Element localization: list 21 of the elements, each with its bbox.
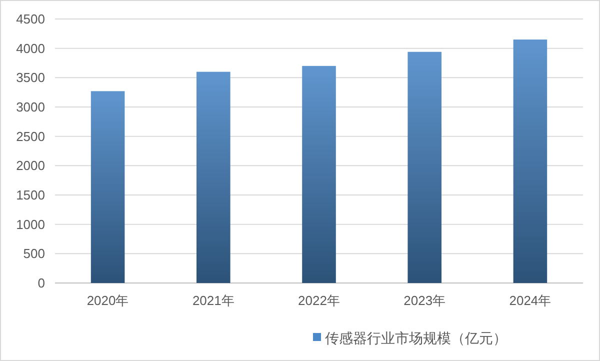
bar bbox=[196, 72, 230, 283]
y-tick-label: 2000 bbox=[16, 158, 45, 174]
bar bbox=[513, 40, 548, 283]
y-tick-label: 3000 bbox=[16, 100, 45, 114]
y-tick-label: 0 bbox=[38, 276, 45, 290]
bar bbox=[408, 52, 442, 283]
x-tick-label: 2023年 bbox=[404, 293, 446, 308]
x-tick-label: 2020年 bbox=[86, 293, 129, 308]
y-tick-label: 2500 bbox=[16, 128, 45, 144]
bar bbox=[302, 66, 336, 283]
y-tick-label: 500 bbox=[23, 246, 45, 262]
bar bbox=[90, 91, 125, 283]
y-tick-label: 4500 bbox=[16, 12, 45, 26]
x-tick-label: 2022年 bbox=[298, 293, 340, 308]
y-tick-label: 3500 bbox=[16, 70, 45, 86]
x-tick-label: 2024年 bbox=[509, 293, 552, 308]
legend-label: 传感器行业市场规模（亿元） bbox=[325, 330, 507, 346]
y-tick-label: 1500 bbox=[16, 188, 45, 202]
y-tick-label: 4000 bbox=[16, 40, 45, 56]
x-tick-label: 2021年 bbox=[192, 293, 234, 308]
y-tick-label: 1000 bbox=[16, 216, 45, 232]
